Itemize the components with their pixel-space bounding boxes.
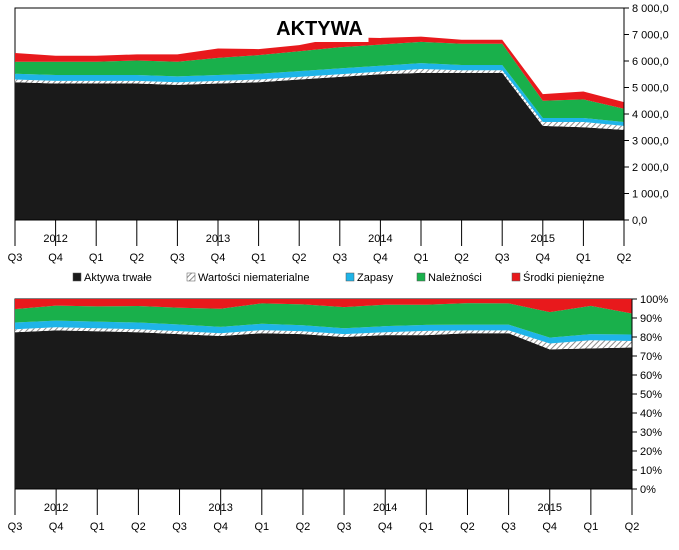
x-tick-label: Q3 xyxy=(337,521,352,533)
y-tick-label: 0% xyxy=(640,484,656,496)
x-tick-label: Q3 xyxy=(501,521,516,533)
y-tick-label: 1 000,0 xyxy=(632,189,669,201)
x-tick-label: Q4 xyxy=(535,252,550,264)
area-srodki-pieniezne xyxy=(15,36,624,109)
x-tick-label: Q3 xyxy=(8,252,23,264)
legend-swatch-wartosci-niematerialne xyxy=(186,272,196,282)
y-tick-label: 4 000,0 xyxy=(632,109,669,121)
year-label: 2014 xyxy=(373,502,397,514)
y-tick-label: 70% xyxy=(640,351,662,363)
x-tick-label: Q4 xyxy=(378,521,393,533)
x-tick-label: Q2 xyxy=(625,521,640,533)
y-tick-label: 60% xyxy=(640,370,662,382)
y-tick-label: 6 000,0 xyxy=(632,56,669,68)
x-tick-label: Q4 xyxy=(542,521,557,533)
x-tick-label: Q1 xyxy=(251,252,266,264)
area-naleznosci xyxy=(15,303,632,338)
x-tick-label: Q4 xyxy=(213,521,228,533)
y-tick-label: 50% xyxy=(640,389,662,401)
x-tick-label: Q4 xyxy=(211,252,226,264)
title-box xyxy=(270,12,369,42)
legend-swatch-naleznosci xyxy=(416,272,426,282)
area-aktywa-trwale xyxy=(15,330,632,489)
x-tick-label: Q4 xyxy=(373,252,388,264)
legend-label-wartosci-niematerialne: Wartości niematerialne xyxy=(198,272,309,284)
x-tick-label: Q2 xyxy=(129,252,144,264)
x-tick-label: Q3 xyxy=(332,252,347,264)
year-label: 2013 xyxy=(208,502,232,514)
x-tick-label: Q1 xyxy=(89,252,104,264)
x-tick-label: Q4 xyxy=(48,252,63,264)
top-area-chart: 0,0 1 000,0 2 000,0 3 000,0 4 000,0 5 000,0 6 … xyxy=(8,3,669,264)
x-tick-label: Q2 xyxy=(296,521,311,533)
x-tick-label: Q4 xyxy=(49,521,64,533)
year-label: 2012 xyxy=(43,233,67,245)
legend-swatch-zapasy xyxy=(345,272,355,282)
x-tick-label: Q2 xyxy=(131,521,146,533)
year-label: 2012 xyxy=(44,502,68,514)
x-tick-label: Q1 xyxy=(576,252,591,264)
x-tick-label: Q1 xyxy=(419,521,434,533)
chart-title: AKTYWA xyxy=(276,18,363,40)
x-tick-label: Q3 xyxy=(170,252,185,264)
y-tick-label: 8 000,0 xyxy=(632,3,669,15)
area-naleznosci xyxy=(15,41,624,122)
y-tick-label: 5 000,0 xyxy=(632,83,669,95)
x-tick-label: Q3 xyxy=(172,521,187,533)
legend-label-srodki-pieniezne: Środki pieniężne xyxy=(523,271,604,284)
y-tick-label: 100% xyxy=(640,294,668,306)
year-label: 2015 xyxy=(531,233,555,245)
bottom-area-chart: 0% 10% 20% 30% 40% 50% 60% 70% 80% 90% 100% Q3 Q4 Q1 Q… xyxy=(8,294,669,533)
legend-swatch-srodki-pieniezne xyxy=(511,272,521,282)
x-tick-label: Q1 xyxy=(414,252,429,264)
y-tick-label: 80% xyxy=(640,332,662,344)
legend: Aktywa trwałe Wartości niematerialne Zapas… xyxy=(72,271,604,284)
x-tick-label: Q1 xyxy=(254,521,269,533)
year-label: 2013 xyxy=(206,233,230,245)
x-tick-label: Q2 xyxy=(617,252,632,264)
y-tick-label: 10% xyxy=(640,465,662,477)
legend-label-zapasy: Zapasy xyxy=(357,272,394,284)
x-tick-label: Q2 xyxy=(292,252,307,264)
y-tick-label: 90% xyxy=(640,313,662,325)
area-srodki-pieniezne xyxy=(15,299,632,314)
x-tick-label: Q1 xyxy=(90,521,105,533)
y-tick-label: 2 000,0 xyxy=(632,162,669,174)
x-tick-label: Q2 xyxy=(454,252,469,264)
area-zapasy xyxy=(15,320,632,344)
legend-label-aktywa-trwale: Aktywa trwałe xyxy=(84,272,152,284)
x-tick-label: Q3 xyxy=(8,521,23,533)
x-tick-label: Q3 xyxy=(495,252,510,264)
year-label: 2014 xyxy=(368,233,392,245)
y-tick-label: 7 000,0 xyxy=(632,30,669,42)
y-tick-label: 30% xyxy=(640,427,662,439)
area-aktywa-trwale xyxy=(15,72,624,220)
legend-swatch-aktywa-trwale xyxy=(72,272,82,282)
year-label: 2015 xyxy=(537,502,561,514)
x-tick-label: Q2 xyxy=(460,521,475,533)
y-tick-label: 40% xyxy=(640,408,662,420)
y-tick-label: 0,0 xyxy=(632,215,647,227)
y-tick-label: 3 000,0 xyxy=(632,136,669,148)
x-tick-label: Q1 xyxy=(584,521,599,533)
area-wartosci-niematerialne xyxy=(15,327,632,350)
area-zapasy xyxy=(15,63,624,126)
legend-label-naleznosci: Należności xyxy=(428,272,482,284)
area-wartosci-niematerialne xyxy=(15,68,624,130)
y-tick-label: 20% xyxy=(640,446,662,458)
